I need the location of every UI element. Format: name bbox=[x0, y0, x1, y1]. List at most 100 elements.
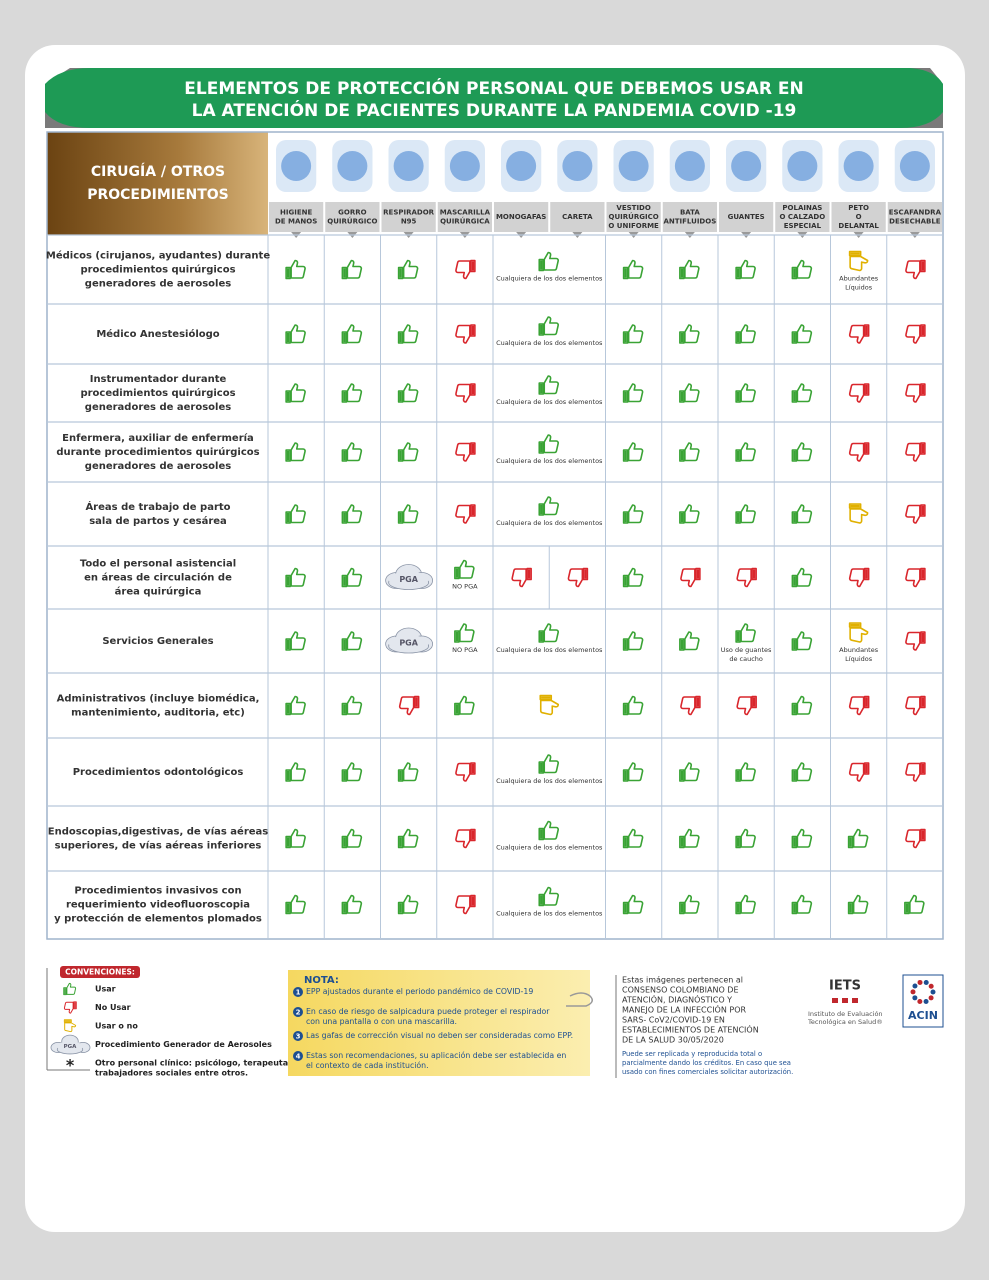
column-label: DESECHABLE bbox=[889, 218, 941, 226]
row-label: procedimientos quirúrgicos bbox=[80, 264, 235, 276]
cell-note: Cualquiera de los dos elementos bbox=[496, 457, 603, 465]
section-title: CIRUGÍA / OTROS bbox=[91, 163, 225, 180]
legend-text: trabajadores sociales entre otros. bbox=[95, 1069, 248, 1078]
cloud-part bbox=[388, 571, 429, 588]
note-text: En caso de riesgo de salpicadura puede p… bbox=[306, 1007, 550, 1016]
column-image-detail bbox=[618, 151, 649, 181]
note-box bbox=[288, 970, 590, 1076]
credits-text: Estas imágenes pertenecen al bbox=[622, 976, 743, 985]
row-label: y protección de elementos plomados bbox=[54, 913, 262, 925]
column-label: RESPIRADOR bbox=[383, 209, 435, 217]
note-number: 4 bbox=[296, 1053, 301, 1061]
cell-note: Cualquiera de los dos elementos bbox=[496, 777, 603, 785]
column-label: O bbox=[856, 213, 862, 221]
note-number: 3 bbox=[296, 1033, 301, 1041]
credits-text: CONSENSO COLOMBIANO DE bbox=[622, 986, 739, 995]
column-label: CARETA bbox=[562, 213, 593, 221]
column-image-detail bbox=[337, 151, 368, 181]
column-label: QUIRÚRGICO bbox=[609, 212, 659, 221]
column-label: O CALZADO bbox=[780, 213, 826, 221]
logo-acin-dot bbox=[930, 989, 936, 995]
credits-text: MANEJO DE LA INFECCIÓN POR bbox=[622, 1004, 747, 1015]
note-number: 1 bbox=[296, 989, 301, 997]
column-image-detail bbox=[674, 151, 705, 181]
cell-note: NO PGA bbox=[452, 646, 478, 654]
row-label: procedimientos quirúrgicos bbox=[80, 387, 235, 399]
column-label: POLAINAS bbox=[782, 204, 822, 212]
table-border bbox=[46, 131, 944, 940]
row-label: Procedimientos odontológicos bbox=[73, 766, 244, 778]
column-label-box bbox=[325, 202, 380, 232]
row-label: Administrativos (incluye biomédica, bbox=[57, 693, 260, 705]
column-label: MONOGAFAS bbox=[496, 213, 546, 221]
note-bullet bbox=[293, 1031, 303, 1041]
column-label: GUANTES bbox=[728, 213, 765, 221]
row-label: requerimiento videofluoroscopia bbox=[66, 900, 250, 911]
column-image-detail bbox=[562, 151, 593, 181]
column-image-detail bbox=[449, 151, 480, 181]
column-image-detail bbox=[393, 151, 424, 181]
logo-iets-mark bbox=[842, 998, 848, 1003]
column-image-detail bbox=[506, 151, 537, 181]
cloud-icon: PGA bbox=[385, 564, 434, 590]
credits-text: SARS- CoV2/COVID-19 EN bbox=[622, 1016, 725, 1025]
column-label: DE MANOS bbox=[275, 218, 317, 226]
legend-text: No Usar bbox=[95, 1003, 131, 1012]
cell-note: Cualquiera de los dos elementos bbox=[496, 275, 603, 283]
credits-text: ESTABLECIMIENTOS DE ATENCIÓN bbox=[622, 1024, 759, 1035]
column-label-box bbox=[269, 202, 324, 232]
column-label: DELANTAL bbox=[838, 222, 879, 230]
cloud-label: PGA bbox=[64, 1044, 77, 1050]
cell-note: Abundantes bbox=[839, 275, 879, 283]
credits-license: Puede ser replicada y reproducida total … bbox=[622, 1050, 762, 1058]
cloud-label: PGA bbox=[399, 575, 418, 584]
column-label-box bbox=[381, 202, 436, 232]
column-image-detail bbox=[731, 151, 762, 181]
row-label: Médico Anestesiólogo bbox=[96, 328, 219, 340]
note-bullet bbox=[293, 987, 303, 997]
cell-note: Cualquiera de los dos elementos bbox=[496, 339, 603, 347]
column-label: ANTIFLUIDOS bbox=[664, 218, 717, 226]
section-title: PROCEDIMIENTOS bbox=[87, 187, 229, 203]
column-label: ESCAFANDRA bbox=[889, 209, 942, 217]
credits-license: usado con fines comerciales solicitar au… bbox=[622, 1068, 793, 1076]
logo-acin-dot bbox=[912, 983, 918, 989]
note-bullet bbox=[293, 1007, 303, 1017]
legend-title: CONVENCIONES: bbox=[65, 968, 135, 977]
row-label: Procedimientos invasivos con bbox=[74, 886, 241, 897]
row-label: generadores de aerosoles bbox=[85, 402, 231, 413]
credits-license: parcialmente dando los créditos. En caso… bbox=[622, 1059, 791, 1067]
column-image-detail bbox=[281, 151, 312, 181]
cell-note: Cualquiera de los dos elementos bbox=[496, 646, 603, 654]
cell-note: Líquidos bbox=[845, 284, 873, 292]
column-label: GORRO bbox=[338, 209, 366, 217]
row-label: Instrumentador durante bbox=[90, 374, 227, 385]
row-label: Áreas de trabajo de parto bbox=[85, 500, 230, 513]
column-label: QUIRÚRGICO bbox=[327, 217, 377, 226]
cell-note: NO PGA bbox=[452, 583, 478, 591]
cell-note: Abundantes bbox=[839, 646, 879, 654]
cell-note: Cualquiera de los dos elementos bbox=[496, 844, 603, 852]
note-text: el contexto de cada institución. bbox=[306, 1061, 429, 1070]
note-text: con una pantalla o con una mascarilla. bbox=[306, 1017, 457, 1026]
cloud-label: PGA bbox=[399, 639, 418, 648]
title-line: ELEMENTOS DE PROTECCIÓN PERSONAL QUE DEB… bbox=[184, 77, 803, 99]
logo-iets: IETS bbox=[829, 979, 861, 994]
logo-iets-mark bbox=[832, 998, 838, 1003]
column-label-box bbox=[831, 202, 886, 232]
note-number: 2 bbox=[296, 1009, 301, 1017]
logo-acin: ACIN bbox=[908, 1009, 938, 1022]
row-label: durante procedimientos quirúrgicos bbox=[56, 446, 259, 458]
column-label-box bbox=[887, 202, 942, 232]
legend-text: Usar o no bbox=[95, 1022, 138, 1031]
legend-text: Usar bbox=[95, 985, 116, 994]
banner bbox=[45, 68, 943, 128]
logo-acin-box bbox=[902, 974, 944, 1028]
row-label: Enfermera, auxiliar de enfermería bbox=[62, 432, 254, 444]
row-label: superiores, de vías aéreas inferiores bbox=[55, 840, 262, 852]
note-title: NOTA: bbox=[304, 975, 339, 986]
row-label: Todo el personal asistencial bbox=[80, 559, 236, 570]
logo-acin-dot bbox=[917, 998, 923, 1004]
